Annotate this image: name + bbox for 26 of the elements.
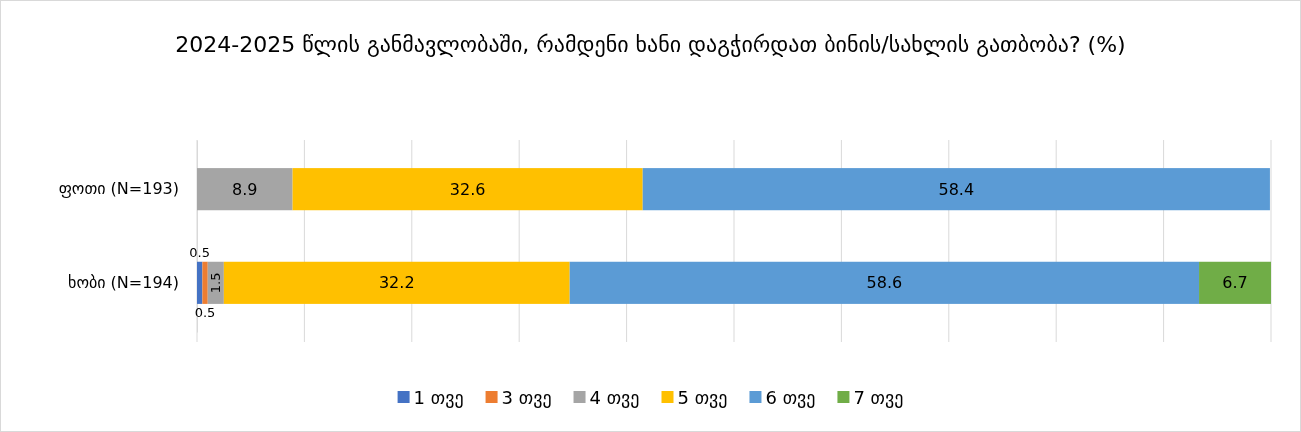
bar bbox=[197, 261, 203, 304]
y-tick-label: ხობი (N=194) bbox=[68, 272, 179, 292]
bar bbox=[223, 261, 570, 304]
bar bbox=[569, 261, 1200, 304]
legend-label: 4 თვე bbox=[589, 386, 640, 408]
bar bbox=[642, 168, 1270, 211]
bar bbox=[1199, 261, 1271, 304]
y-tick-label: ფოთი (N=193) bbox=[58, 179, 179, 199]
legend-label: 7 თვე bbox=[853, 386, 904, 408]
data-label: 6.7 bbox=[1222, 273, 1248, 293]
data-label: 58.4 bbox=[938, 179, 975, 199]
data-label: 0.5 bbox=[189, 245, 211, 261]
bar bbox=[202, 261, 208, 304]
legend-label: 1 თვე bbox=[413, 386, 464, 408]
legend-label: 3 თვე bbox=[501, 386, 552, 408]
data-label: 0.5 bbox=[194, 305, 216, 321]
bar bbox=[292, 168, 643, 211]
legend-label: 6 თვე bbox=[765, 386, 816, 408]
legend-label: 5 თვე bbox=[677, 386, 728, 408]
chart-title: 2024-2025 წლის განმავლობაში, რამდენი ხანი დაგჭირდათ ბინის/სახლის გათბობა? (%) bbox=[175, 32, 1126, 57]
data-label: 1.5 bbox=[208, 272, 224, 294]
data-label: 32.2 bbox=[378, 273, 415, 293]
bar bbox=[197, 168, 293, 211]
data-label: 8.9 bbox=[232, 179, 258, 199]
data-label: 58.6 bbox=[866, 273, 903, 293]
data-label: 32.6 bbox=[449, 179, 486, 199]
